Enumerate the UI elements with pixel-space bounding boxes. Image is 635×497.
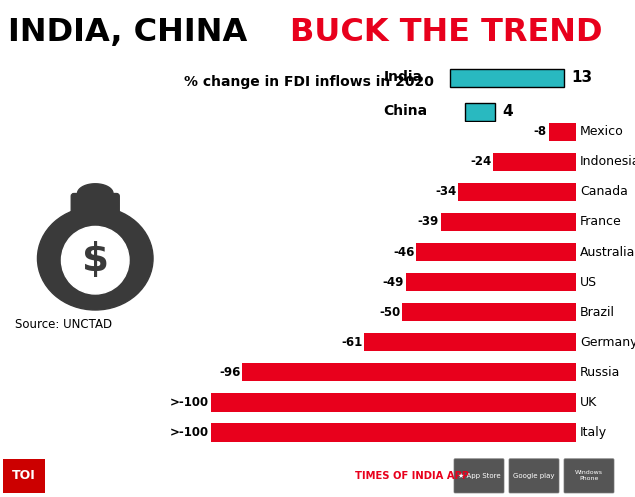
Bar xyxy=(211,393,577,412)
Text: -39: -39 xyxy=(418,216,439,229)
Text: TOI: TOI xyxy=(12,469,36,483)
Text: Source: UNCTAD: Source: UNCTAD xyxy=(15,319,112,331)
Text: >-100: >-100 xyxy=(170,396,210,409)
Text: Germany: Germany xyxy=(580,335,635,348)
Bar xyxy=(211,423,577,441)
Text: Italy: Italy xyxy=(580,426,607,439)
Bar xyxy=(243,363,577,382)
Text: Canada: Canada xyxy=(580,185,628,198)
Text: $: $ xyxy=(82,241,109,279)
Text: UK: UK xyxy=(580,396,597,409)
Polygon shape xyxy=(81,193,109,200)
Bar xyxy=(458,182,577,201)
Bar xyxy=(493,153,577,171)
Text: -61: -61 xyxy=(341,335,363,348)
Text: -49: -49 xyxy=(383,275,404,289)
Text: Google play: Google play xyxy=(513,473,555,479)
Text: Windows
Phone: Windows Phone xyxy=(575,471,603,481)
Text: -8: -8 xyxy=(534,125,547,138)
Text: India: India xyxy=(384,70,422,84)
Text: 13: 13 xyxy=(572,70,593,84)
FancyBboxPatch shape xyxy=(509,459,559,493)
Text: Brazil: Brazil xyxy=(580,306,615,319)
FancyBboxPatch shape xyxy=(564,459,614,493)
FancyBboxPatch shape xyxy=(71,193,119,217)
Bar xyxy=(549,123,577,141)
Ellipse shape xyxy=(37,207,153,310)
Text: 4: 4 xyxy=(502,104,513,119)
Bar xyxy=(403,303,577,322)
Bar xyxy=(406,273,577,291)
Text: INDIA, CHINA: INDIA, CHINA xyxy=(8,17,258,48)
Bar xyxy=(441,213,577,231)
Bar xyxy=(417,243,577,261)
FancyBboxPatch shape xyxy=(454,459,504,493)
Text: TIMES OF INDIA APP: TIMES OF INDIA APP xyxy=(355,471,469,481)
Text: -96: -96 xyxy=(219,366,241,379)
Text: US: US xyxy=(580,275,597,289)
FancyBboxPatch shape xyxy=(465,103,495,121)
Text: China: China xyxy=(384,104,427,118)
Text: % change in FDI inflows in 2020: % change in FDI inflows in 2020 xyxy=(184,75,434,89)
Text: -34: -34 xyxy=(435,185,457,198)
FancyBboxPatch shape xyxy=(3,459,45,493)
Text: FOR MORE  INFOGRAPHICS DOWNLOAD: FOR MORE INFOGRAPHICS DOWNLOAD xyxy=(55,471,255,481)
Text: BUCK THE TREND: BUCK THE TREND xyxy=(290,17,603,48)
Text: ★ App Store: ★ App Store xyxy=(458,473,500,479)
Text: Mexico: Mexico xyxy=(580,125,624,138)
Text: Indonesia: Indonesia xyxy=(580,156,635,168)
Circle shape xyxy=(62,227,129,294)
Text: Russia: Russia xyxy=(580,366,620,379)
Text: France: France xyxy=(580,216,622,229)
Text: Australia: Australia xyxy=(580,246,635,258)
Bar xyxy=(364,333,577,351)
FancyBboxPatch shape xyxy=(450,69,565,87)
Text: -50: -50 xyxy=(380,306,401,319)
Polygon shape xyxy=(77,184,113,203)
Text: -46: -46 xyxy=(393,246,415,258)
Text: -24: -24 xyxy=(470,156,491,168)
Text: >-100: >-100 xyxy=(170,426,210,439)
